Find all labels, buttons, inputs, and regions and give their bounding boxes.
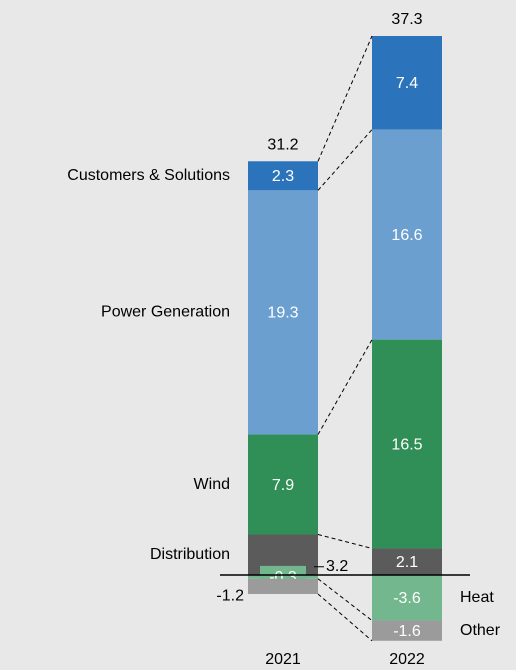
bar-segment	[372, 575, 442, 621]
connector	[317, 339, 373, 435]
connector	[317, 534, 373, 549]
bar-segment	[372, 339, 442, 549]
total-label: 37.3	[391, 11, 422, 28]
value-label: -1.6	[393, 623, 421, 640]
bar-segment	[372, 548, 442, 575]
connector	[317, 129, 373, 191]
value-label: 2.1	[396, 554, 418, 571]
bar-segment	[372, 620, 442, 641]
value-label: 19.3	[267, 305, 298, 322]
value-label: 2.3	[272, 168, 294, 185]
bar-segment	[248, 434, 318, 535]
value-label: 3.2	[326, 558, 348, 575]
legend-label: Power Generation	[101, 304, 230, 321]
legend-label: Customers & Solutions	[67, 167, 230, 184]
connector	[317, 593, 373, 642]
legend-label: Other	[460, 622, 501, 639]
legend-label: Wind	[194, 476, 230, 493]
x-tick-label: 2021	[265, 651, 301, 668]
legend-label: Heat	[460, 589, 494, 606]
legend-label: Distribution	[150, 546, 230, 563]
bar-segment	[372, 129, 442, 340]
value-label: -1.2	[216, 588, 244, 605]
value-label: 16.6	[391, 227, 422, 244]
value-label: 16.5	[391, 436, 422, 453]
bar-segment	[248, 190, 318, 435]
x-tick-label: 2022	[389, 651, 425, 668]
bar-segment	[248, 161, 318, 191]
value-label: 7.4	[396, 75, 418, 92]
connector	[317, 35, 373, 162]
bar-segment	[372, 36, 442, 130]
total-label: 31.2	[267, 136, 298, 153]
connector	[317, 578, 373, 621]
bar-segment	[248, 578, 318, 594]
value-label: -3.6	[393, 590, 421, 607]
value-label: 7.9	[272, 477, 294, 494]
